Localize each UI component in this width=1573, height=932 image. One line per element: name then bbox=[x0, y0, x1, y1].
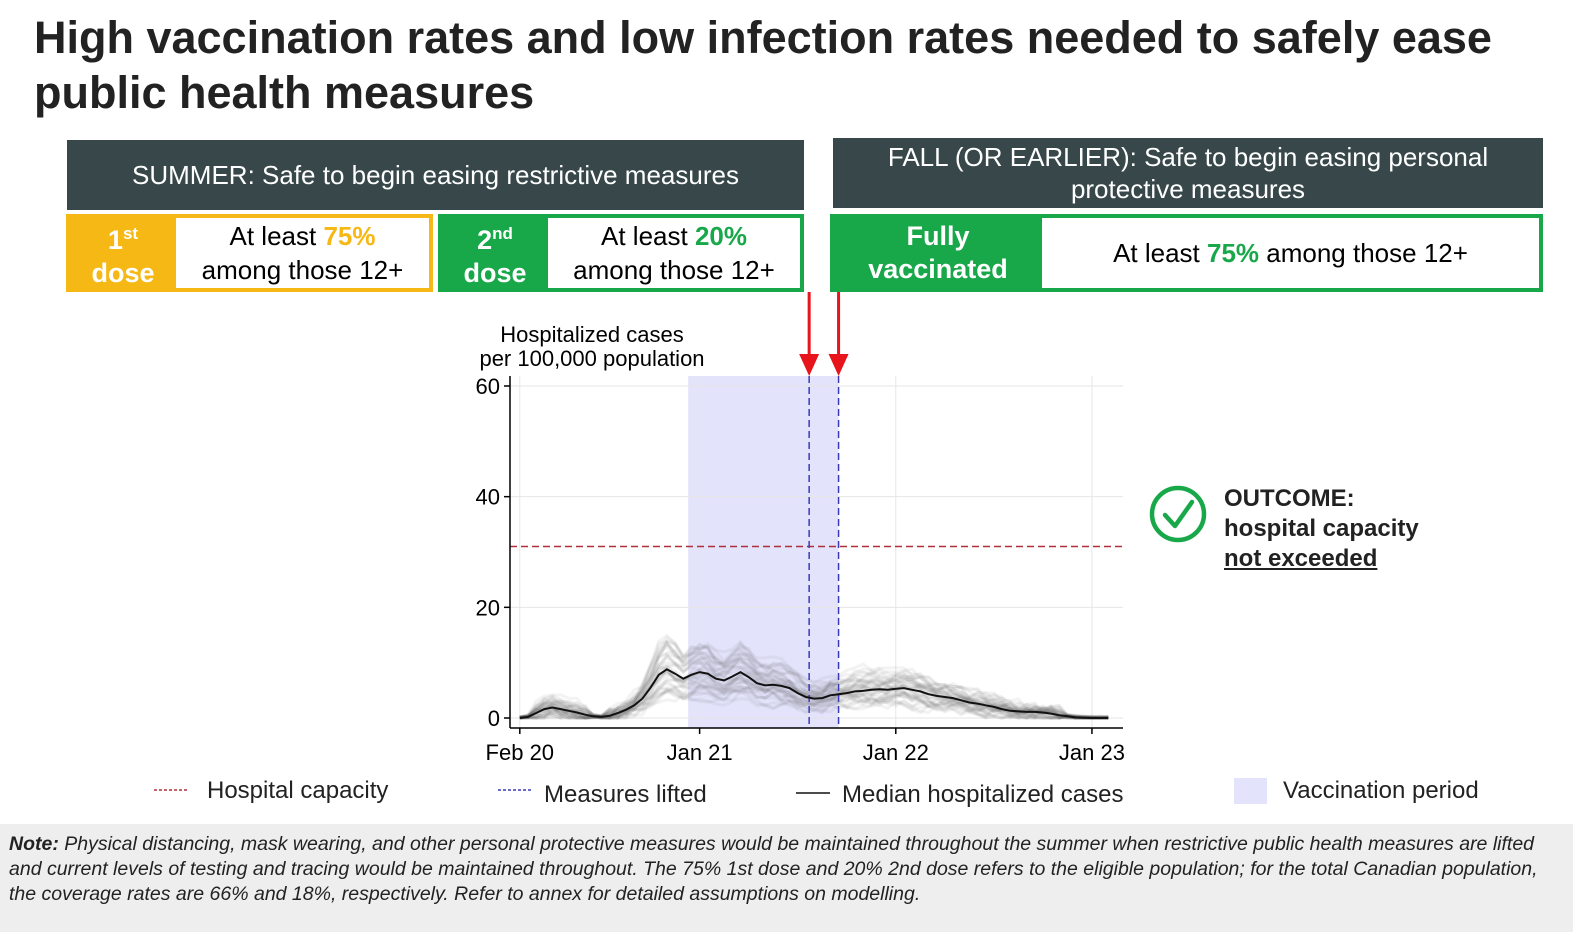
footnote-text: Physical distancing, mask wearing, and o… bbox=[9, 833, 1538, 905]
legend-swatches bbox=[154, 778, 1267, 804]
simulated-run-line bbox=[519, 682, 1109, 720]
outcome-callout: OUTCOME: hospital capacity not exceeded bbox=[1148, 484, 1419, 574]
fully-vaccinated-box: Fully vaccinated At least 75% among thos… bbox=[830, 214, 1543, 292]
y-tick-label: 20 bbox=[476, 595, 500, 620]
page-title: High vaccination rates and low infection… bbox=[34, 12, 1492, 118]
simulated-run-line bbox=[519, 652, 1109, 720]
fully-vaccinated-label-line2: vaccinated bbox=[868, 254, 1008, 284]
second-dose-target: At least 20% among those 12+ bbox=[548, 218, 800, 288]
legend-median-label: Median hospitalized cases bbox=[842, 781, 1124, 808]
simulated-run-line bbox=[519, 670, 1109, 720]
second-dose-box: 2nd dose At least 20% among those 12+ bbox=[438, 214, 804, 292]
simulated-run-line bbox=[519, 683, 1109, 720]
second-dose-prefix: At least bbox=[601, 221, 695, 251]
first-dose-label-sup: st bbox=[122, 223, 139, 243]
footnote-label: Note: bbox=[9, 833, 59, 855]
x-tick-label: Jan 21 bbox=[667, 740, 733, 765]
second-dose-label-num: 2 bbox=[477, 224, 493, 255]
arrow-head bbox=[799, 354, 820, 376]
legend-lifted-label: Measures lifted bbox=[544, 781, 707, 808]
fully-vaccinated-prefix: At least bbox=[1113, 238, 1207, 268]
simulated-run-line bbox=[519, 685, 1109, 720]
second-dose-suffix: among those 12+ bbox=[573, 255, 775, 285]
simulated-run-line bbox=[519, 681, 1109, 720]
simulated-run-line bbox=[519, 651, 1109, 720]
x-tick-label: Feb 20 bbox=[486, 740, 555, 765]
fully-vaccinated-target: At least 75% among those 12+ bbox=[1042, 218, 1539, 288]
first-dose-label: 1st dose bbox=[70, 218, 176, 288]
simulated-run-line bbox=[519, 641, 1109, 720]
fully-vaccinated-pct: 75% bbox=[1207, 238, 1260, 268]
simulated-run-line bbox=[519, 669, 1109, 720]
simulated-run-line bbox=[519, 666, 1109, 720]
simulated-run-line bbox=[519, 684, 1109, 720]
y-axis-label-line1: Hospitalized cases bbox=[500, 322, 683, 347]
outcome-title: OUTCOME: bbox=[1224, 485, 1355, 512]
first-dose-target: At least 75% among those 12+ bbox=[176, 218, 429, 288]
chart-grid bbox=[510, 376, 1123, 728]
measures-lifted-lines bbox=[808, 376, 840, 728]
simulated-run-line bbox=[519, 640, 1109, 720]
first-dose-label-word: dose bbox=[91, 257, 155, 288]
simulated-run-line bbox=[519, 671, 1109, 720]
simulated-run-line bbox=[519, 668, 1109, 720]
simulated-run-line bbox=[519, 691, 1109, 720]
simulated-run-line bbox=[519, 633, 1109, 720]
first-dose-box: 1st dose At least 75% among those 12+ bbox=[66, 214, 433, 292]
median-hospitalized-line bbox=[519, 668, 1109, 719]
measures-lifted-arrows bbox=[799, 292, 849, 376]
simulated-run-line bbox=[519, 652, 1109, 720]
second-dose-pct: 20% bbox=[694, 221, 747, 251]
simulated-run-line bbox=[519, 645, 1109, 720]
second-dose-label-word: dose bbox=[463, 257, 527, 288]
x-tick-label: Jan 23 bbox=[1059, 740, 1125, 765]
summer-header: SUMMER: Safe to begin easing restrictive… bbox=[67, 140, 804, 210]
checkmark-circle-icon bbox=[1149, 485, 1207, 543]
simulated-run-line bbox=[519, 679, 1109, 720]
y-tick-label: 40 bbox=[476, 485, 500, 510]
fully-vaccinated-suffix: among those 12+ bbox=[1259, 238, 1468, 268]
simulated-run-line bbox=[519, 660, 1109, 720]
simulated-run-line bbox=[519, 685, 1109, 720]
outcome-line2: hospital capacity bbox=[1224, 515, 1419, 542]
simulated-run-line bbox=[519, 679, 1109, 720]
simulated-run-line bbox=[519, 638, 1109, 720]
x-tick-label: Jan 22 bbox=[863, 740, 929, 765]
vaccination-period-band bbox=[688, 376, 839, 728]
legend-vaccination-label: Vaccination period bbox=[1283, 777, 1479, 804]
arrow-head bbox=[828, 354, 849, 376]
first-dose-label-num: 1 bbox=[107, 224, 123, 255]
y-tick-label: 0 bbox=[488, 706, 500, 731]
second-dose-label: 2nd dose bbox=[442, 218, 548, 288]
second-dose-label-sup: nd bbox=[492, 223, 513, 243]
simulated-run-line bbox=[519, 654, 1109, 720]
fall-header: FALL (OR EARLIER): Safe to begin easing … bbox=[833, 138, 1543, 208]
legend-capacity-label: Hospital capacity bbox=[207, 777, 389, 804]
legend-vaccination-swatch bbox=[1234, 778, 1267, 804]
fully-vaccinated-label: Fully vaccinated bbox=[834, 218, 1042, 288]
footnote: Note: Physical distancing, mask wearing,… bbox=[0, 824, 1573, 932]
outcome-line3: not exceeded bbox=[1224, 545, 1378, 572]
simulated-run-line bbox=[519, 673, 1109, 720]
y-tick-label: 60 bbox=[476, 374, 500, 399]
fully-vaccinated-label-line1: Fully bbox=[906, 221, 970, 251]
first-dose-prefix: At least bbox=[229, 221, 324, 251]
chart-axes: 0 20 40 60 Feb 20 Jan 21 Jan 22 Jan 23 bbox=[476, 374, 1125, 765]
first-dose-pct: 75% bbox=[323, 221, 376, 251]
y-axis-label-line2: per 100,000 population bbox=[479, 346, 704, 371]
first-dose-suffix: among those 12+ bbox=[201, 255, 404, 285]
simulated-run-line bbox=[519, 635, 1109, 720]
